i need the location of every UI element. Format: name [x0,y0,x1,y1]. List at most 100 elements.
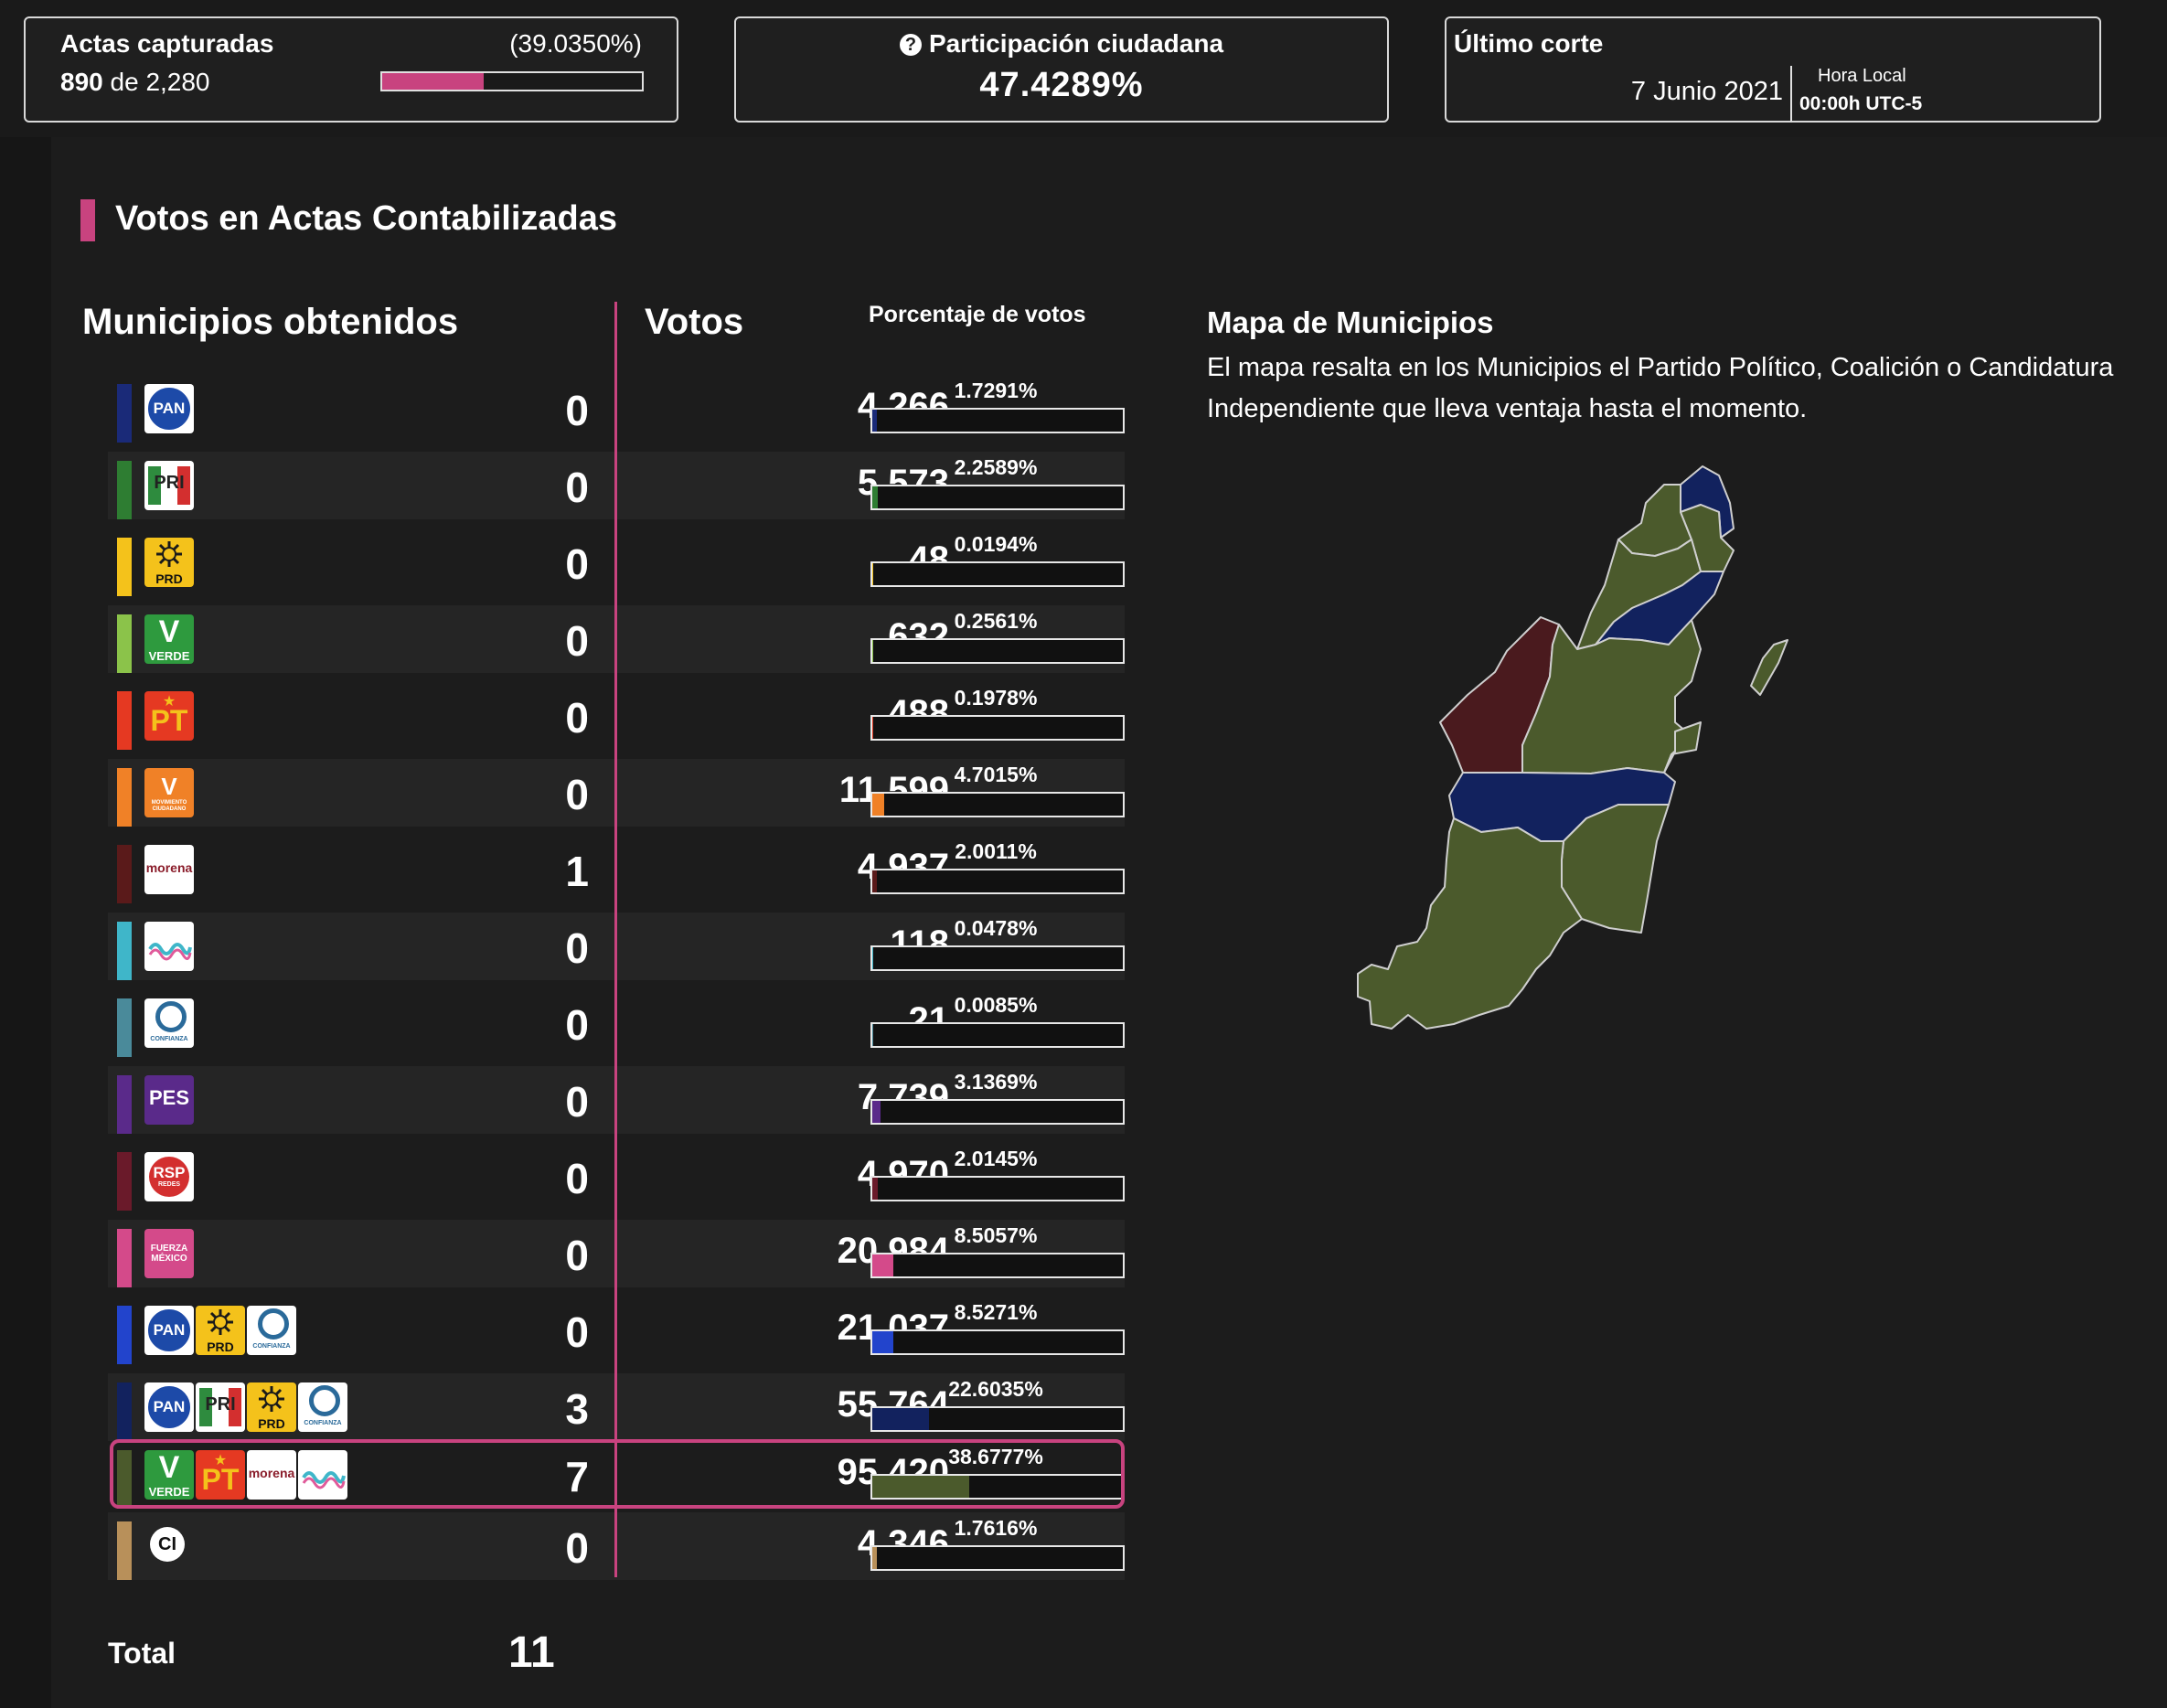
porcentaje-bar [870,1406,1125,1432]
porcentaje-fill [872,870,878,892]
municipios-count: 0 [565,1524,589,1572]
porcentaje-bar [870,1474,1125,1500]
confianza-logo-ring [309,1385,340,1416]
pan-logo-icon: PAN [144,1382,194,1432]
municipios-count: 0 [565,464,589,511]
verde-logo-v: V [158,1450,180,1485]
ci-logo-text: CI [158,1534,176,1554]
pes-logo-icon: PES [144,1075,194,1125]
party-logos: PAN PRI PRD CONFIANZA [144,1382,347,1434]
map-municipio-cozumel[interactable] [1750,639,1788,696]
corte-divider [1790,66,1792,123]
porcentaje-label: 3.1369% [954,1070,1038,1094]
verde-logo-icon: V VERDE [144,614,194,664]
table-row[interactable]: CI 0 4,346 1.7616% [108,1512,1125,1580]
table-row[interactable]: RSP REDES 0 4,970 2.0145% [108,1143,1125,1211]
table-row[interactable]: V VERDE ★ PT morena 7 95,420 38.6777% [108,1441,1125,1509]
pri-green [148,466,161,505]
map-municipio-oeste-centro[interactable] [1663,721,1702,774]
pt-logo-star: ★ [213,1453,228,1468]
pan-logo-text: PAN [153,400,186,417]
porcentaje-label: 2.0145% [954,1147,1038,1170]
prd-logo-icon: PRD [144,538,194,587]
confianza-logo-icon: CONFIANZA [144,998,194,1048]
table-row[interactable]: morena 1 4,937 2.0011% [108,836,1125,903]
porcentaje-fill [872,794,884,816]
party-logos: V MOVIMIENTO CIUDADANO [144,768,194,819]
morena-logo-icon: morena [144,845,194,894]
pes-logo-text: PES [148,1086,190,1109]
map-description: El mapa resalta en los Municipios el Par… [1207,353,2114,423]
party-logos: ★ PT [144,691,194,742]
porcentaje-bar [870,792,1125,817]
porcentaje-fill [872,717,874,739]
municipios-count: 0 [565,1232,589,1279]
pan-logo-circle: PAN [148,388,190,430]
porcentaje-label: 4.7015% [954,763,1038,786]
party-color-bar [117,691,132,750]
confianza-logo-icon: CONFIANZA [298,1382,347,1432]
porcentaje-bar [870,638,1125,664]
porcentaje-label: 2.0011% [955,839,1037,863]
party-logos [144,922,194,973]
confianza-logo-text: CONFIANZA [150,1036,188,1042]
morena-logo-icon: morena [247,1450,296,1500]
municipios-count: 0 [565,1308,589,1356]
prd-logo-text: PRD [258,1416,285,1431]
prd-logo-text: PRD [155,571,183,586]
municipios-count: 1 [565,848,589,895]
municipios-count: 0 [565,540,589,588]
corte-title: Último corte [1454,29,1604,58]
porcentaje-bar [870,1253,1125,1278]
table-row[interactable]: ★ PT 0 488 0.1978% [108,682,1125,750]
porcentaje-label: 0.0085% [954,993,1038,1017]
ultimo-corte-card: Último corte 7 Junio 2021 Hora Local 00:… [1445,16,2101,123]
actas-capturadas-card: Actas capturadas (39.0350%) 890 de 2,280 [24,16,678,123]
table-row[interactable]: CONFIANZA 0 21 0.0085% [108,989,1125,1057]
map-municipio-othon-blanco[interactable] [1357,817,1583,1030]
verde-logo-text: VERDE [148,649,190,663]
col-header-municipios: Municipios obtenidos [82,302,459,342]
mas-logo-icon [298,1450,347,1500]
porcentaje-bar [870,561,1125,587]
rsp-logo-sub: REDES [157,1181,181,1188]
pan-logo-circle: PAN [148,1386,190,1428]
participacion-card: ? Participación ciudadana 47.4289% [734,16,1389,123]
participacion-value: 47.4289% [979,66,1144,104]
party-logos: CI [144,1521,194,1573]
pt-logo-icon: ★ PT [144,691,194,741]
help-icon[interactable]: ? [899,34,922,56]
party-logos: PES [144,1075,194,1126]
corte-date: 7 Junio 2021 [1630,77,1783,106]
table-row[interactable]: PAN 0 4,266 1.7291% [108,375,1125,443]
total-value: 11 [508,1628,555,1677]
party-color-bar [117,1229,132,1287]
porcentaje-bar [870,715,1125,741]
mas-logo-icon [144,922,194,971]
municipios-count: 3 [565,1385,589,1433]
col-header-votos: Votos [645,302,744,342]
porcentaje-fill [872,1024,874,1046]
rsp-logo-text: RSP [153,1164,186,1181]
fuerza-logo-text: FUERZA MÉXICO [150,1244,188,1264]
municipios-map[interactable] [1317,457,1829,1161]
map-municipio-lazaro-cardenas[interactable] [1617,484,1692,557]
confianza-logo-text: CONFIANZA [304,1420,342,1426]
section-title: Votos en Actas Contabilizadas [115,199,617,238]
porcentaje-bar [870,945,1125,971]
porcentaje-label: 1.7616% [954,1516,1038,1540]
mc-logo-eagle: V [161,773,177,800]
table-row[interactable]: PAN PRD CONFIANZA 0 21,037 8.5271% [108,1297,1125,1364]
mc-logo-icon: V MOVIMIENTO CIUDADANO [144,768,194,817]
table-row[interactable]: PRD 0 48 0.0194% [108,528,1125,596]
prd-logo-icon: PRD [247,1382,296,1432]
porcentaje-fill [872,1408,929,1430]
party-logos: RSP REDES [144,1152,194,1203]
pt-logo-icon: ★ PT [196,1450,245,1500]
party-logos: V VERDE [144,614,194,666]
prd-logo-icon: PRD [196,1306,245,1355]
pan-logo-text: PAN [153,1321,186,1339]
pri-red [229,1388,241,1426]
pt-logo-text: PT [150,704,188,737]
morena-logo-text: morena [248,1466,295,1480]
